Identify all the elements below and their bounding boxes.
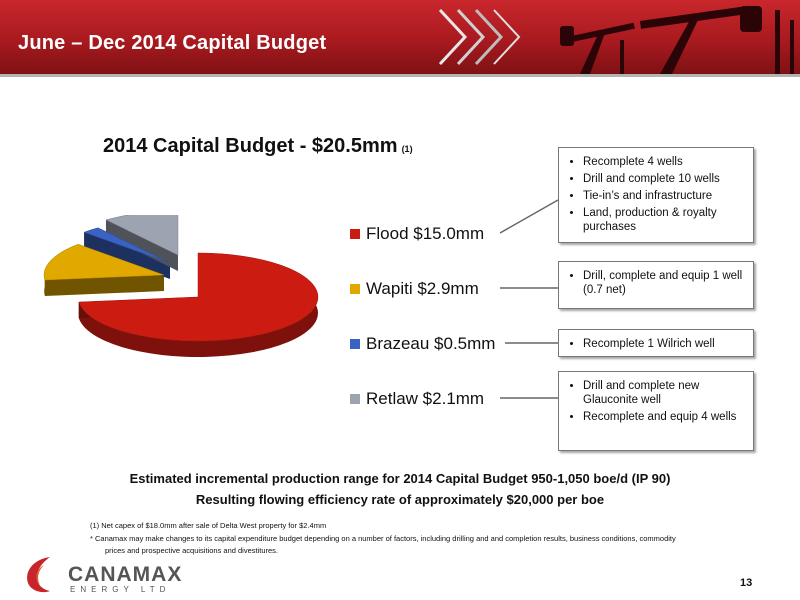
logo-subtitle: ENERGY LTD bbox=[70, 585, 171, 594]
legend-swatch-flood bbox=[350, 229, 360, 239]
footnote-2: * Canamax may make changes to its capita… bbox=[90, 534, 676, 543]
header-banner: June – Dec 2014 Capital Budget bbox=[0, 0, 800, 74]
callout-box-wapiti: Drill, complete and equip 1 well (0.7 ne… bbox=[558, 261, 754, 309]
pie-slice-retlaw bbox=[105, 215, 179, 256]
legend-item-wapiti: Wapiti $2.9mm bbox=[350, 279, 479, 299]
pie-slice-wall-wapiti bbox=[44, 244, 164, 297]
callout-bullet: Recomplete 4 wells bbox=[583, 155, 745, 169]
summary-line-1: Estimated incremental production range f… bbox=[129, 471, 671, 486]
callout-bullet: Land, production & royalty purchases bbox=[583, 206, 745, 234]
logo-name: CANAMAX bbox=[68, 563, 183, 586]
callout-box-flood: Recomplete 4 wells Drill and complete 10… bbox=[558, 147, 754, 243]
callout-bullet: Drill and complete new Glauconite well bbox=[583, 379, 745, 407]
pumpjack-silhouette-icon bbox=[560, 5, 794, 74]
chevron-decoration-icon bbox=[438, 8, 521, 66]
callout-bullet: Drill and complete 10 wells bbox=[583, 172, 745, 186]
pie-slice-wapiti bbox=[43, 243, 165, 281]
footnote-1: (1) Net capex of $18.0mm after sale of D… bbox=[90, 521, 327, 530]
callout-bullet: Recomplete 1 Wilrich well bbox=[583, 337, 745, 351]
legend-item-retlaw: Retlaw $2.1mm bbox=[350, 389, 484, 409]
legend-item-flood: Flood $15.0mm bbox=[350, 224, 484, 244]
callout-box-brazeau: Recomplete 1 Wilrich well bbox=[558, 329, 754, 357]
pie-slice-wall-brazeau bbox=[84, 227, 170, 279]
pie-chart bbox=[43, 215, 319, 357]
legend-label-flood: Flood $15.0mm bbox=[366, 224, 485, 243]
page-number: 13 bbox=[740, 577, 753, 589]
legend-label-retlaw: Retlaw $2.1mm bbox=[366, 389, 485, 408]
callout-box-retlaw: Drill and complete new Glauconite well R… bbox=[558, 371, 754, 451]
page-title: June – Dec 2014 Capital Budget bbox=[18, 32, 327, 54]
pie-slice-wall-retlaw bbox=[105, 215, 178, 271]
footnote-3: prices and prospective acquisitions and … bbox=[105, 546, 279, 555]
connector-flood bbox=[499, 199, 559, 234]
pie-slice-brazeau bbox=[83, 227, 171, 264]
header-divider bbox=[0, 74, 800, 77]
legend-swatch-brazeau bbox=[350, 339, 360, 349]
legend-label-wapiti: Wapiti $2.9mm bbox=[366, 279, 479, 298]
summary-line-2: Resulting flowing efficiency rate of app… bbox=[195, 492, 605, 507]
chart-title: 2014 Capital Budget - $20.5mm (1) bbox=[103, 135, 413, 158]
callout-bullet: Drill, complete and equip 1 well (0.7 ne… bbox=[583, 269, 745, 297]
legend-swatch-retlaw bbox=[350, 394, 360, 404]
chart-title-text: 2014 Capital Budget - $20.5mm bbox=[103, 135, 398, 157]
legend-item-brazeau: Brazeau $0.5mm bbox=[350, 334, 495, 354]
callout-bullet: Tie-in’s and infrastructure bbox=[583, 189, 745, 203]
canamax-logo-icon bbox=[27, 557, 50, 593]
legend-label-brazeau: Brazeau $0.5mm bbox=[366, 334, 496, 353]
chart-title-note: (1) bbox=[401, 144, 413, 154]
callout-bullet: Recomplete and equip 4 wells bbox=[583, 410, 745, 424]
pie-slice-flood bbox=[78, 252, 319, 342]
legend-swatch-wapiti bbox=[350, 284, 360, 294]
